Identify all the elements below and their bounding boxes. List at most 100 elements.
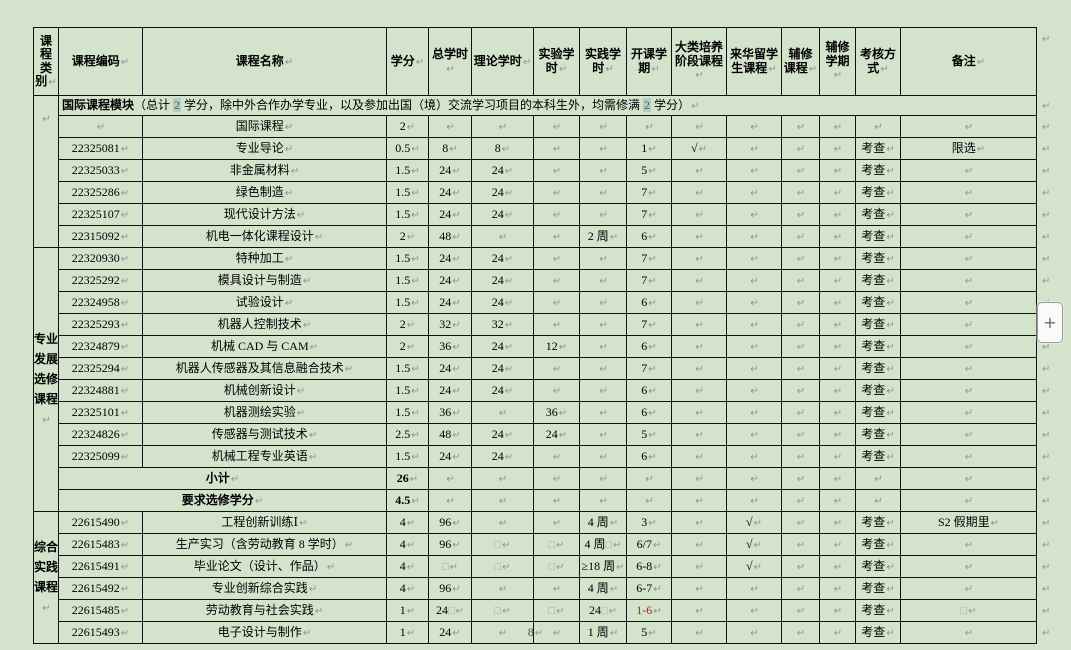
cell-credit[interactable]: 1↵ [386, 599, 429, 622]
cell-code[interactable]: 22325293↵ [58, 313, 143, 336]
cell-term[interactable]: 7↵ [626, 313, 672, 336]
cell-code[interactable]: 22615485↵ [58, 599, 143, 622]
cell-practice_hours[interactable]: ↵ [579, 115, 627, 138]
cell-credit[interactable]: 2↵ [386, 313, 429, 336]
cell-minor[interactable]: ↵ [781, 291, 820, 314]
cell-remark[interactable]: ↵ [900, 115, 1037, 138]
cell-total_hours[interactable]: 96↵ [428, 533, 472, 556]
cell-code[interactable]: ↵ [58, 115, 143, 138]
cell-name[interactable]: 机械 CAD 与 CAM↵ [142, 335, 387, 358]
cell-assessment[interactable]: 考查↵ [855, 533, 901, 556]
cell-assessment[interactable]: 考查↵ [855, 335, 901, 358]
cell-dalei[interactable]: ↵ [671, 115, 727, 138]
cell-term[interactable]: 5↵ [626, 621, 672, 644]
cell-intl[interactable]: ↵ [726, 423, 782, 446]
cell-intl[interactable]: ↵ [726, 203, 782, 226]
cell-remark[interactable]: ↵ [900, 225, 1037, 248]
cell-total_hours[interactable]: 24↵ [428, 159, 472, 182]
cell-intl[interactable]: √↵ [726, 511, 782, 534]
cell-term[interactable]: 7↵ [626, 203, 672, 226]
cell-name[interactable]: 试验设计↵ [142, 291, 387, 314]
cell-assessment[interactable]: 考查↵ [855, 225, 901, 248]
cell-lab_hours[interactable]: ↵ [533, 159, 580, 182]
cell-dalei[interactable]: √↵ [671, 137, 727, 160]
cell-dalei[interactable]: ↵ [671, 159, 727, 182]
cell-lab_hours[interactable]: ↵ [533, 577, 580, 600]
cell-assessment[interactable]: 考查↵ [855, 423, 901, 446]
cell-minor_term[interactable]: ↵ [819, 555, 856, 578]
cell-minor_term[interactable]: ↵ [819, 203, 856, 226]
cell-intl[interactable]: ↵ [726, 225, 782, 248]
cell-credit[interactable]: 1↵ [386, 621, 429, 644]
cell-code[interactable]: 22320930↵ [58, 247, 143, 270]
cell-name[interactable]: 国际课程↵ [142, 115, 387, 138]
cell-total_hours[interactable]: 24□↵ [428, 599, 472, 622]
cell-theory_hours[interactable]: 8↵ [471, 137, 534, 160]
cell-name[interactable]: 电子设计与制作↵ [142, 621, 387, 644]
cell-term[interactable]: 6↵ [626, 335, 672, 358]
cell-theory_hours[interactable]: ↵ [471, 511, 534, 534]
cell-minor[interactable]: ↵ [781, 401, 820, 424]
cell-term[interactable]: 7↵ [626, 181, 672, 204]
cell-credit[interactable]: 1.5↵ [386, 379, 429, 402]
cell-code[interactable]: 22615490↵ [58, 511, 143, 534]
cell-total_hours[interactable]: □↵ [428, 555, 472, 578]
cell-total_hours[interactable]: ↵ [428, 489, 472, 512]
cell-lab_hours[interactable]: ↵ [533, 357, 580, 380]
cell-practice_hours[interactable]: ↵ [579, 247, 627, 270]
cell-theory_hours[interactable]: 24↵ [471, 423, 534, 446]
cell-lab_hours[interactable]: □↵ [533, 555, 580, 578]
cell-assessment[interactable]: 考查↵ [855, 247, 901, 270]
cell-credit[interactable]: 4↵ [386, 533, 429, 556]
cell-intl[interactable]: ↵ [726, 247, 782, 270]
cell-assessment[interactable]: 考查↵ [855, 137, 901, 160]
cell-practice_hours[interactable]: ↵ [579, 203, 627, 226]
cell-minor[interactable]: ↵ [781, 467, 820, 490]
cell-practice_hours[interactable]: ↵ [579, 357, 627, 380]
cell-intl[interactable]: ↵ [726, 269, 782, 292]
cell-credit[interactable]: 2↵ [386, 115, 429, 138]
cell-minor[interactable]: ↵ [781, 203, 820, 226]
cell-lab_hours[interactable]: □↵ [533, 599, 580, 622]
cell-term[interactable]: ↵ [626, 115, 672, 138]
cell-name[interactable]: 机械工程专业英语↵ [142, 445, 387, 468]
cell-minor[interactable]: ↵ [781, 115, 820, 138]
cell-credit[interactable]: 1.5↵ [386, 445, 429, 468]
cell-name[interactable]: 专业导论↵ [142, 137, 387, 160]
cell-intl[interactable]: √↵ [726, 555, 782, 578]
cell-practice_hours[interactable]: ↵ [579, 313, 627, 336]
cell-intl[interactable]: ↵ [726, 313, 782, 336]
cell-dalei[interactable]: ↵ [671, 379, 727, 402]
cell-total_hours[interactable]: 24↵ [428, 445, 472, 468]
cell-total_hours[interactable]: 24↵ [428, 247, 472, 270]
cell-minor_term[interactable]: ↵ [819, 225, 856, 248]
cell-theory_hours[interactable]: 32↵ [471, 313, 534, 336]
cell-lab_hours[interactable]: ↵ [533, 313, 580, 336]
cell-theory_hours[interactable]: 24↵ [471, 357, 534, 380]
cell-practice_hours[interactable]: 4 周↵ [579, 577, 627, 600]
cell-dalei[interactable]: ↵ [671, 467, 727, 490]
cell-credit[interactable]: 4↵ [386, 577, 429, 600]
cell-remark[interactable]: ↵ [900, 401, 1037, 424]
cell-term[interactable]: 6-7↵ [626, 577, 672, 600]
cell-code[interactable]: 22324881↵ [58, 379, 143, 402]
cell-practice_hours[interactable]: 1 周↵ [579, 621, 627, 644]
cell-term[interactable]: 5↵ [626, 159, 672, 182]
cell-lab_hours[interactable]: ↵ [533, 225, 580, 248]
cell-minor[interactable]: ↵ [781, 599, 820, 622]
cell-name[interactable]: 机器测绘实验↵ [142, 401, 387, 424]
summary-label-cell[interactable]: 要求选修学分↵ [58, 489, 387, 512]
cell-remark[interactable]: ↵ [900, 577, 1037, 600]
cell-minor_term[interactable]: ↵ [819, 291, 856, 314]
cell-total_hours[interactable]: 24↵ [428, 269, 472, 292]
cell-minor[interactable]: ↵ [781, 247, 820, 270]
cell-theory_hours[interactable]: 24↵ [471, 445, 534, 468]
cell-practice_hours[interactable]: ↵ [579, 379, 627, 402]
cell-minor[interactable]: ↵ [781, 445, 820, 468]
cell-minor[interactable]: ↵ [781, 489, 820, 512]
category-cell-2[interactable]: 综合实践课程↵ [33, 511, 59, 644]
column-header-theory_hours[interactable]: 理论学时↵ [471, 27, 534, 96]
cell-name[interactable]: 工程创新训练Ⅰ↵ [142, 511, 387, 534]
cell-theory_hours[interactable]: 24↵ [471, 247, 534, 270]
cell-minor[interactable]: ↵ [781, 335, 820, 358]
